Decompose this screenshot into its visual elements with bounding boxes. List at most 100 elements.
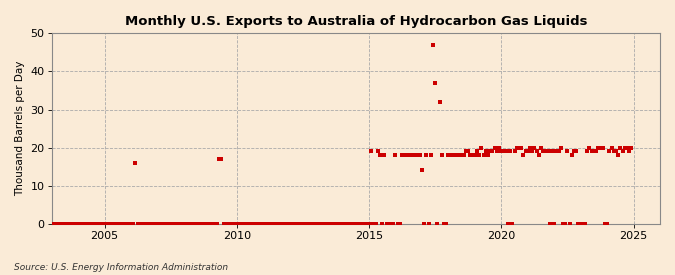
Point <box>383 222 394 226</box>
Point <box>260 222 271 226</box>
Point <box>620 145 630 150</box>
Point <box>225 222 236 226</box>
Point <box>183 222 194 226</box>
Point <box>368 222 379 226</box>
Point <box>439 222 450 226</box>
Point <box>256 222 267 226</box>
Point <box>467 153 478 157</box>
Point <box>145 222 156 226</box>
Point <box>390 153 401 157</box>
Point <box>432 222 443 226</box>
Point <box>587 149 597 154</box>
Point <box>469 153 480 157</box>
Point <box>64 222 75 226</box>
Point <box>352 222 363 226</box>
Point <box>533 153 544 157</box>
Point <box>554 149 564 154</box>
Point <box>558 222 568 226</box>
Point <box>214 157 225 161</box>
Point <box>75 222 86 226</box>
Point <box>344 222 354 226</box>
Point <box>207 222 218 226</box>
Point <box>443 153 454 157</box>
Point <box>338 222 348 226</box>
Point <box>132 222 143 226</box>
Point <box>608 149 619 154</box>
Point <box>430 81 441 85</box>
Point <box>392 222 403 226</box>
Point <box>198 222 209 226</box>
Point <box>51 222 61 226</box>
Point <box>139 222 150 226</box>
Point <box>227 222 238 226</box>
Point <box>335 222 346 226</box>
Point <box>265 222 275 226</box>
Point <box>448 153 458 157</box>
Point <box>568 149 579 154</box>
Point <box>540 149 551 154</box>
Point <box>489 145 500 150</box>
Point <box>106 222 117 226</box>
Point <box>187 222 198 226</box>
Point <box>99 222 110 226</box>
Point <box>575 222 586 226</box>
Point <box>59 222 70 226</box>
Point <box>373 149 383 154</box>
Point <box>308 222 319 226</box>
Point <box>293 222 304 226</box>
Point <box>414 153 425 157</box>
Point <box>167 222 178 226</box>
Point <box>68 222 79 226</box>
Point <box>505 149 516 154</box>
Point <box>624 149 634 154</box>
Point <box>159 222 169 226</box>
Point <box>306 222 317 226</box>
Point <box>404 153 414 157</box>
Point <box>238 222 249 226</box>
Point <box>416 168 427 173</box>
Point <box>388 222 399 226</box>
Point <box>174 222 185 226</box>
Point <box>604 149 615 154</box>
Point <box>560 222 570 226</box>
Point <box>88 222 99 226</box>
Point <box>509 149 520 154</box>
Point <box>154 222 165 226</box>
Point <box>613 153 624 157</box>
Point <box>456 153 467 157</box>
Point <box>121 222 132 226</box>
Point <box>507 222 518 226</box>
Point <box>526 149 537 154</box>
Point <box>375 153 385 157</box>
Point <box>549 222 560 226</box>
Point <box>421 153 432 157</box>
Point <box>242 222 253 226</box>
Point <box>460 149 471 154</box>
Point <box>165 222 176 226</box>
Point <box>408 153 418 157</box>
Point <box>333 222 344 226</box>
Point <box>258 222 269 226</box>
Point <box>542 149 553 154</box>
Point <box>522 149 533 154</box>
Point <box>577 222 588 226</box>
Point <box>216 157 227 161</box>
Point <box>61 222 72 226</box>
Point <box>130 161 141 165</box>
Point <box>223 222 234 226</box>
Point <box>544 222 555 226</box>
Point <box>169 222 180 226</box>
Point <box>474 153 485 157</box>
Point <box>218 222 229 226</box>
Point <box>518 153 529 157</box>
Point <box>346 222 357 226</box>
Point <box>366 149 377 154</box>
Point <box>601 222 612 226</box>
Point <box>230 222 240 226</box>
Point <box>463 149 474 154</box>
Point <box>591 149 601 154</box>
Point <box>211 222 222 226</box>
Point <box>302 222 313 226</box>
Point <box>253 222 264 226</box>
Point <box>220 222 231 226</box>
